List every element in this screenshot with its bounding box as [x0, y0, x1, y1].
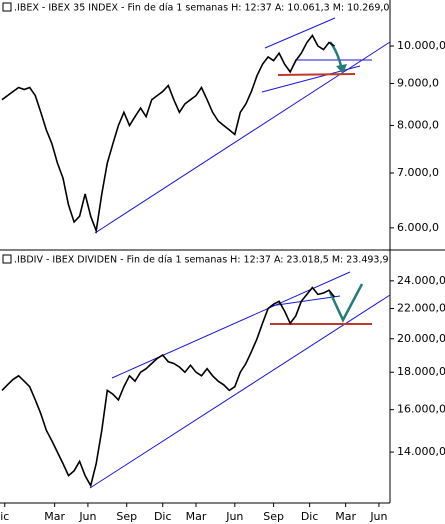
- x-tick-label: Mar: [335, 510, 356, 523]
- y-tick-label: 6.000,0: [397, 221, 439, 234]
- x-tick-label: Jun: [225, 510, 243, 523]
- y-tick-label: 8.000,0: [397, 118, 439, 131]
- panel-title: .IBDIV - IBEX DIVIDEN - Fin de día 1 sem…: [14, 255, 389, 266]
- y-tick-label: 22.000,0: [397, 301, 445, 314]
- price-line: [1, 34, 336, 234]
- y-tick-label: 9.000,0: [397, 77, 439, 90]
- y-tick-label: 16.000,0: [397, 403, 445, 416]
- price-line: [1, 286, 336, 488]
- x-tick-label: Sep: [116, 510, 137, 523]
- x-tick-label: Dic: [154, 510, 172, 523]
- y-tick-label: 7.000,0: [397, 166, 439, 179]
- panel-icon: [2, 2, 12, 12]
- y-tick-label: 18.000,0: [397, 365, 445, 378]
- x-tick-label: ic: [0, 510, 9, 523]
- panel-icon: [2, 254, 12, 264]
- x-tick-label: Jun: [78, 510, 96, 523]
- x-tick-label: Jun: [369, 510, 387, 523]
- x-tick-label: Mar: [186, 510, 207, 523]
- x-tick-label: Sep: [263, 510, 284, 523]
- x-tick-label: Mar: [44, 510, 65, 523]
- panel-title: .IBEX - IBEX 35 INDEX - Fin de día 1 sem…: [14, 3, 389, 14]
- y-tick-label: 10.000,0: [397, 39, 445, 52]
- y-tick-label: 20.000,0: [397, 332, 445, 345]
- x-tick-label: Dic: [301, 510, 319, 523]
- y-tick-label: 24.000,0: [397, 274, 445, 287]
- y-tick-label: 14.000,0: [397, 445, 445, 458]
